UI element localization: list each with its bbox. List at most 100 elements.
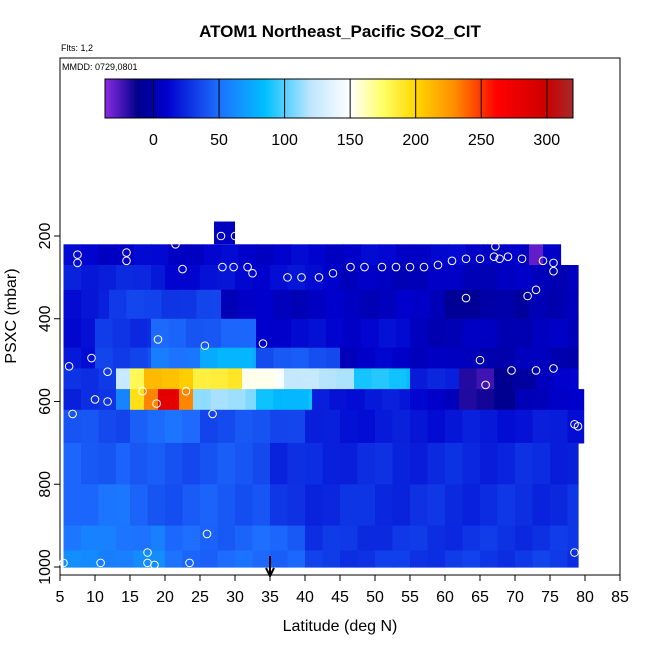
sample-point [481,380,490,390]
heatmap-cell [483,244,488,266]
sample-point [178,264,187,274]
heatmap-cell [392,442,411,485]
heatmap-cell [287,484,306,527]
heatmap-cell [375,484,394,527]
heatmap-cell [287,442,306,485]
sample-point [248,268,257,278]
heatmap-cell [550,550,569,568]
heatmap-cell [203,318,222,349]
heatmap-cell [497,409,516,444]
heatmap-cell [252,442,271,485]
heatmap-cell [165,442,184,485]
sample-point [297,273,306,282]
sample-point [391,262,401,272]
heatmap-cell [259,368,278,390]
sample-point [517,254,527,264]
heatmap-cell [497,289,516,320]
heatmap-cell [308,318,327,349]
heatmap-cell [375,265,394,291]
heatmap-cell [322,484,341,527]
heatmap-cell [392,484,411,527]
heatmap-cell [357,265,376,291]
heatmap-cell [228,389,247,411]
heatmap-cell [427,389,446,411]
heatmap-cell [532,265,551,291]
x-tick-label: 60 [436,589,454,606]
sample-point [549,364,558,373]
heatmap-cell [158,389,177,411]
heatmap-cell [567,550,579,568]
heatmap-cell [361,289,380,320]
heatmap-cell [161,368,180,390]
heatmap-cell [308,289,327,320]
heatmap-cell [81,289,100,320]
heatmap-cell [445,550,464,568]
heatmap-cell [305,550,324,568]
heatmap-cell [413,244,432,266]
heatmap-cell [182,265,201,291]
heatmap-cell [175,389,180,411]
sample-point [153,335,163,344]
heatmap-cell [476,368,495,390]
heatmap-cell [270,484,289,527]
heatmap-cell [144,368,163,390]
x-tick-label: 40 [296,589,314,606]
heatmap-cell [116,484,131,527]
heatmap-cell [364,389,383,411]
heatmap-cell [273,389,292,411]
heatmap-cell [326,289,345,320]
heatmap-cell [200,484,219,527]
heatmap-cell [511,368,530,390]
heatmap-cell [273,244,292,266]
x-tick-label: 15 [121,589,139,606]
y-tick-label: 800 [37,471,54,498]
sample-point [475,355,485,365]
colorbar-gradient [104,78,574,119]
heatmap-cell [273,289,292,320]
colorbar-tick-label: 150 [337,132,364,149]
heatmap-cell [340,484,359,527]
heatmap-cell [396,318,411,349]
heatmap-cell [427,368,446,390]
heatmap-cell [340,409,359,444]
heatmap-cell [98,389,117,411]
heatmap-cell [312,389,331,411]
heatmap-cell [427,347,446,369]
heatmap-cell [445,318,464,349]
heatmap-cell [357,409,376,444]
heatmap-cell [179,368,194,390]
heatmap-cell [217,347,236,369]
heatmap-cell [270,265,289,291]
heatmap-cell [336,368,355,390]
sample-point [461,254,471,264]
heatmap-cell [116,368,131,390]
heatmap-cell [270,525,289,551]
heatmap-cell [497,484,516,527]
heatmap-cell [217,484,236,527]
heatmap-cell [182,409,201,444]
heatmap-cell [389,368,408,390]
heatmap-cell [361,318,380,349]
heatmap-cell [553,368,572,390]
heatmap-cell [81,525,100,551]
heatmap-cell [532,484,551,527]
heatmap-cell [252,550,271,568]
heatmap-cell [347,389,366,411]
heatmap-cell [151,318,170,349]
heatmap-cell [147,347,152,369]
heatmap-cell [445,289,464,320]
chart-title: ATOM1 Northeast_Pacific SO2_CIT [199,22,481,41]
marker-head [265,567,275,579]
heatmap-cell [410,484,429,527]
heatmap-cell [235,442,254,485]
heatmap-cell [529,244,544,266]
heatmap-cell [375,347,394,369]
heatmap-cell [550,484,569,527]
sample-point [103,367,112,377]
latitude-marker-arrow [265,556,275,579]
heatmap-cell [81,347,96,369]
heatmap-cell [235,525,254,551]
sample-point [87,353,96,363]
heatmap-cell [445,484,464,527]
heatmap-cell [532,525,551,551]
